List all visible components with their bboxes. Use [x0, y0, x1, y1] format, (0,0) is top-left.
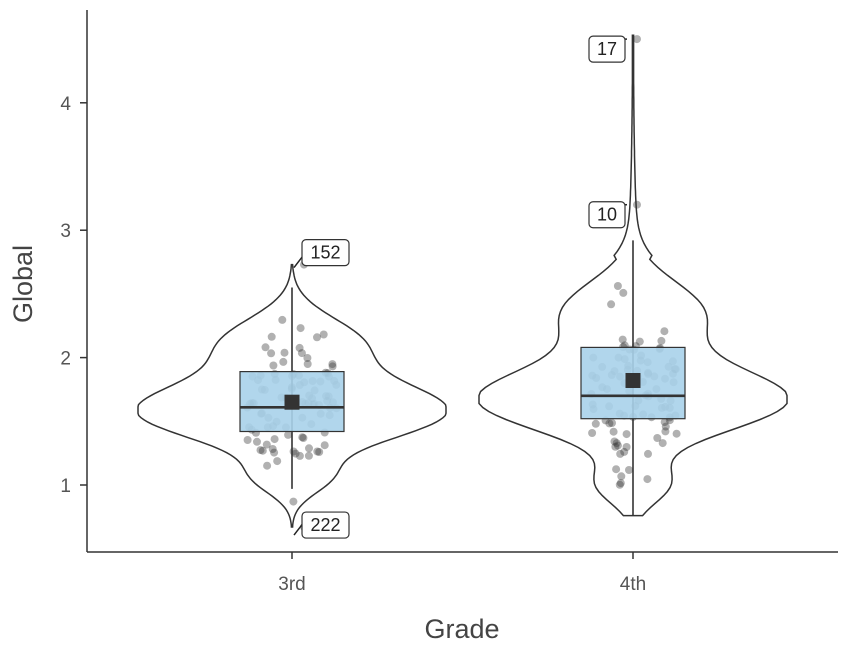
mean-marker-3rd [284, 394, 300, 410]
outlier-label-10: 10 [588, 201, 627, 229]
outlier-labels-layer: 152 222 10 17 [293, 35, 627, 539]
x-tick-label: 3rd [278, 574, 305, 595]
y-tick-label: 1 [60, 476, 71, 497]
jitter-point [611, 442, 620, 451]
jitter-point [609, 427, 618, 436]
jitter-point [328, 360, 337, 369]
violin-layer [137, 34, 788, 528]
jitter-point [661, 422, 670, 431]
outlier-point [633, 200, 641, 209]
jitter-point [295, 451, 304, 460]
jitter-point [328, 362, 337, 371]
jitter-point [278, 315, 287, 324]
jitter-point [291, 449, 300, 458]
jitter-point [613, 441, 622, 450]
outlier-label-222: 222 [293, 511, 350, 539]
jitter-point [672, 429, 681, 438]
jitter-point [305, 444, 313, 453]
jitter-point [618, 335, 627, 344]
tick-layer: 3rd 4th 1 2 3 4 [60, 94, 646, 595]
svg-text:10: 10 [597, 205, 617, 225]
jitter-point [616, 479, 625, 488]
jitter-point [591, 419, 600, 428]
y-axis-title: Global [8, 245, 38, 323]
jitter-point [261, 343, 270, 352]
jitter-point [635, 337, 644, 346]
svg-text:17: 17 [597, 39, 617, 59]
jitter-point [267, 349, 276, 358]
y-tick-label: 2 [60, 349, 71, 370]
jitter-point [269, 361, 278, 370]
jitter-point [622, 430, 631, 439]
jitter-point [289, 447, 298, 456]
jitter-point [320, 441, 329, 450]
jitter-point [270, 435, 279, 444]
x-axis-title: Grade [424, 614, 499, 644]
jitter-point [657, 336, 666, 345]
jitter-point [313, 333, 321, 342]
y-tick-label: 4 [60, 94, 71, 115]
outlier-point [633, 35, 641, 44]
svg-text:152: 152 [310, 243, 340, 263]
jitter-point [620, 447, 629, 456]
jitter-point [613, 282, 622, 290]
jitter-point [612, 465, 621, 474]
jitter-point [289, 497, 298, 506]
jitter-point [258, 446, 267, 455]
jitter-point [643, 475, 652, 484]
jitter-point [298, 433, 307, 442]
jitter-point [660, 327, 669, 336]
jitter-point [299, 434, 308, 442]
jitter-point [625, 466, 633, 474]
jitter-point [256, 446, 265, 455]
jitter-point [262, 440, 271, 449]
jitter-point [660, 418, 669, 427]
jitter-point [280, 348, 289, 357]
jitter-point [616, 449, 625, 458]
jitter-point [313, 447, 322, 456]
jitter-point [263, 461, 272, 470]
jitter-point [588, 429, 597, 437]
jitter-point [661, 427, 670, 436]
jitter-point [315, 448, 324, 456]
jitter-point [610, 437, 619, 446]
outlier-label-152: 152 [293, 238, 350, 269]
jitter-point [619, 288, 628, 297]
jitter-point [615, 480, 624, 489]
jitter-point [605, 419, 614, 428]
mean-marker-4th [625, 373, 641, 388]
axes [86, 10, 838, 553]
jitter-point [658, 439, 667, 448]
jitter-point [617, 472, 626, 481]
jitter-point [653, 434, 662, 442]
jitter-point [253, 437, 261, 446]
jitter-point [608, 419, 616, 427]
svg-text:222: 222 [310, 515, 340, 535]
jitter-point [607, 300, 616, 309]
jitter-point [273, 457, 282, 466]
jitter-point [268, 445, 277, 453]
jitter-point [297, 349, 306, 358]
jitter-point [296, 324, 305, 333]
jitter-point [284, 430, 293, 439]
jitter-point [303, 360, 312, 368]
x-tick-label: 4th [620, 574, 646, 595]
jitter-point [303, 354, 312, 362]
jitter-point [304, 451, 313, 460]
jitter-point [295, 343, 304, 352]
jitter-point [319, 330, 328, 339]
outlier-label-17: 17 [588, 35, 627, 63]
jitter-point [644, 449, 652, 458]
jitter-point [267, 332, 276, 341]
boxplot-layer [239, 240, 686, 516]
jitter-point [243, 436, 252, 444]
jitter-point [279, 357, 288, 366]
jitter-point [622, 443, 631, 451]
jitter-point [612, 439, 621, 448]
jitter-point [270, 448, 279, 457]
y-tick-label: 3 [60, 221, 71, 242]
